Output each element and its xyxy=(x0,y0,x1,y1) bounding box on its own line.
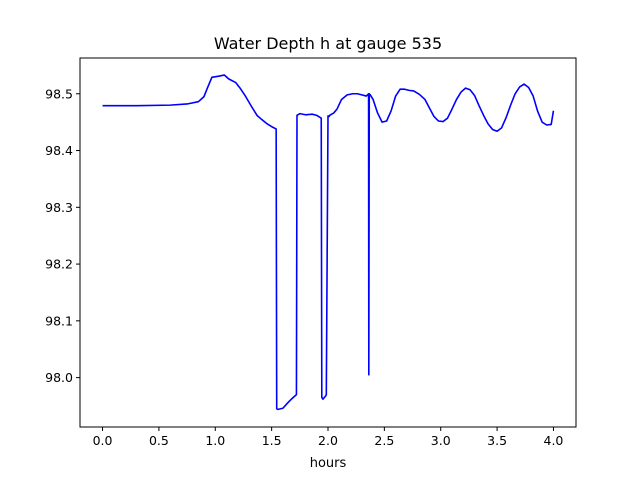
x-tick-label: 2.0 xyxy=(318,433,338,448)
series-line-0 xyxy=(102,74,555,411)
x-tick-label: 3.5 xyxy=(487,433,507,448)
y-tick-label: 98.1 xyxy=(45,313,73,328)
y-tick-label: 98.5 xyxy=(45,86,73,101)
y-axis: 98.0 98.1 98.2 98.3 98.4 98.5 xyxy=(45,86,80,385)
y-tick-label: 98.4 xyxy=(45,143,73,158)
x-tick-label: 1.5 xyxy=(262,433,282,448)
x-tick-label: 2.5 xyxy=(374,433,394,448)
chart-title: Water Depth h at gauge 535 xyxy=(214,34,442,53)
x-axis: 0.0 0.5 1.0 1.5 2.0 2.5 3.0 3.5 4.0 xyxy=(93,427,564,448)
y-tick-label: 98.2 xyxy=(45,257,73,272)
x-tick-label: 3.0 xyxy=(431,433,451,448)
x-tick-label: 0.0 xyxy=(93,433,113,448)
x-axis-label: hours xyxy=(310,456,347,471)
series-layer xyxy=(102,74,555,411)
y-tick-label: 98.3 xyxy=(45,200,73,215)
y-tick-label: 98.0 xyxy=(45,370,73,385)
x-tick-label: 4.0 xyxy=(544,433,564,448)
x-tick-label: 0.5 xyxy=(149,433,169,448)
x-tick-label: 1.0 xyxy=(205,433,225,448)
